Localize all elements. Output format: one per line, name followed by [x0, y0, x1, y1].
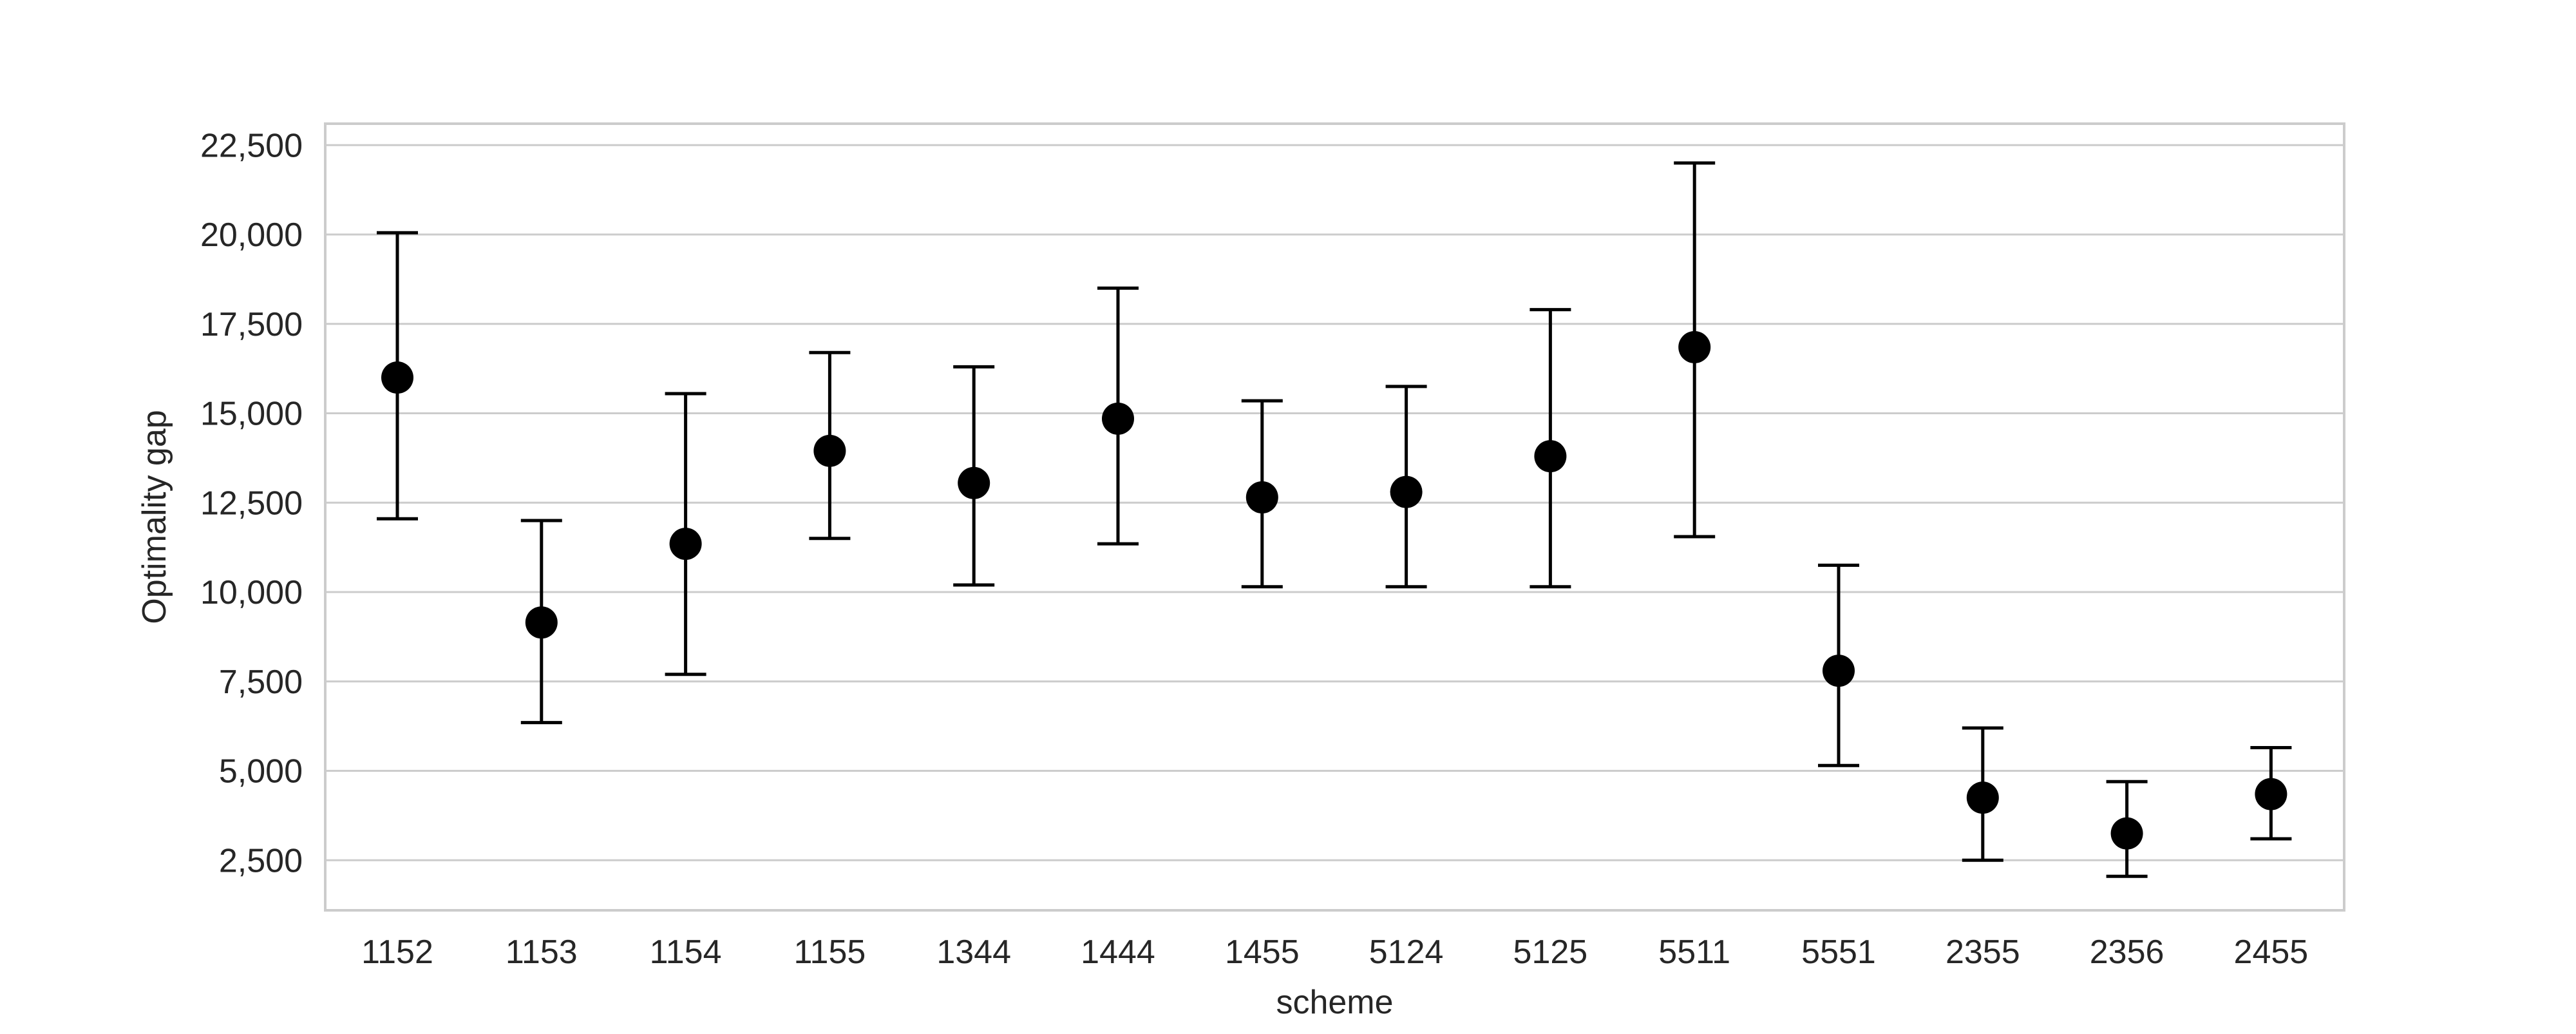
x-tick-label: 1152 [361, 933, 433, 971]
x-tick-label: 2356 [2090, 933, 2164, 971]
x-tick-label: 5124 [1369, 933, 1444, 971]
data-point [1823, 655, 1855, 687]
data-point [813, 434, 846, 467]
x-tick-label: 1344 [936, 933, 1011, 971]
x-tick-label: 5551 [1801, 933, 1876, 971]
data-point [669, 528, 702, 560]
data-point [2110, 817, 2143, 850]
x-tick-label: 2455 [2234, 933, 2309, 971]
y-tick-label: 5,000 [219, 753, 303, 790]
x-axis-label: scheme [1276, 984, 1393, 1021]
y-axis-label: Optimality gap [136, 410, 173, 624]
data-point [381, 361, 413, 394]
x-tick-label: 1455 [1225, 933, 1300, 971]
data-point [1534, 440, 1567, 473]
x-tick-label: 5511 [1658, 933, 1730, 971]
data-point [1245, 481, 1278, 513]
y-tick-label: 7,500 [219, 664, 303, 701]
y-tick-labels: 2,500 5,000 7,500 10,000 12,500 15,000 17,500 2… [200, 127, 303, 879]
x-tick-label: 5125 [1513, 933, 1588, 971]
y-tick-label: 15,000 [200, 396, 303, 433]
x-tick-labels: 1152 1153 1154 1155 1344 1444 1455 5124 5125 5511… [361, 933, 2308, 971]
data-point [1390, 475, 1423, 508]
marker-layer [381, 330, 2287, 850]
y-tick-label: 17,500 [200, 306, 303, 343]
y-tick-label: 2,500 [219, 842, 303, 879]
data-point [525, 606, 558, 639]
x-tick-label: 1155 [793, 933, 866, 971]
y-tick-label: 10,000 [200, 574, 303, 611]
data-point [1966, 781, 1999, 814]
y-tick-label: 12,500 [200, 484, 303, 522]
y-tick-label: 20,000 [200, 216, 303, 254]
x-tick-label: 1444 [1081, 933, 1155, 971]
data-point [2255, 778, 2287, 810]
plot-frame [324, 122, 2345, 912]
grid-layer [325, 144, 2344, 861]
x-tick-label: 2355 [1946, 933, 2020, 971]
x-tick-label: 1153 [506, 933, 578, 971]
data-point [958, 466, 990, 499]
data-point [1102, 402, 1134, 435]
x-tick-label: 1154 [650, 933, 722, 971]
errorbar-layer [377, 161, 2292, 878]
y-tick-label: 22,500 [200, 127, 303, 164]
data-point [1678, 330, 1711, 363]
